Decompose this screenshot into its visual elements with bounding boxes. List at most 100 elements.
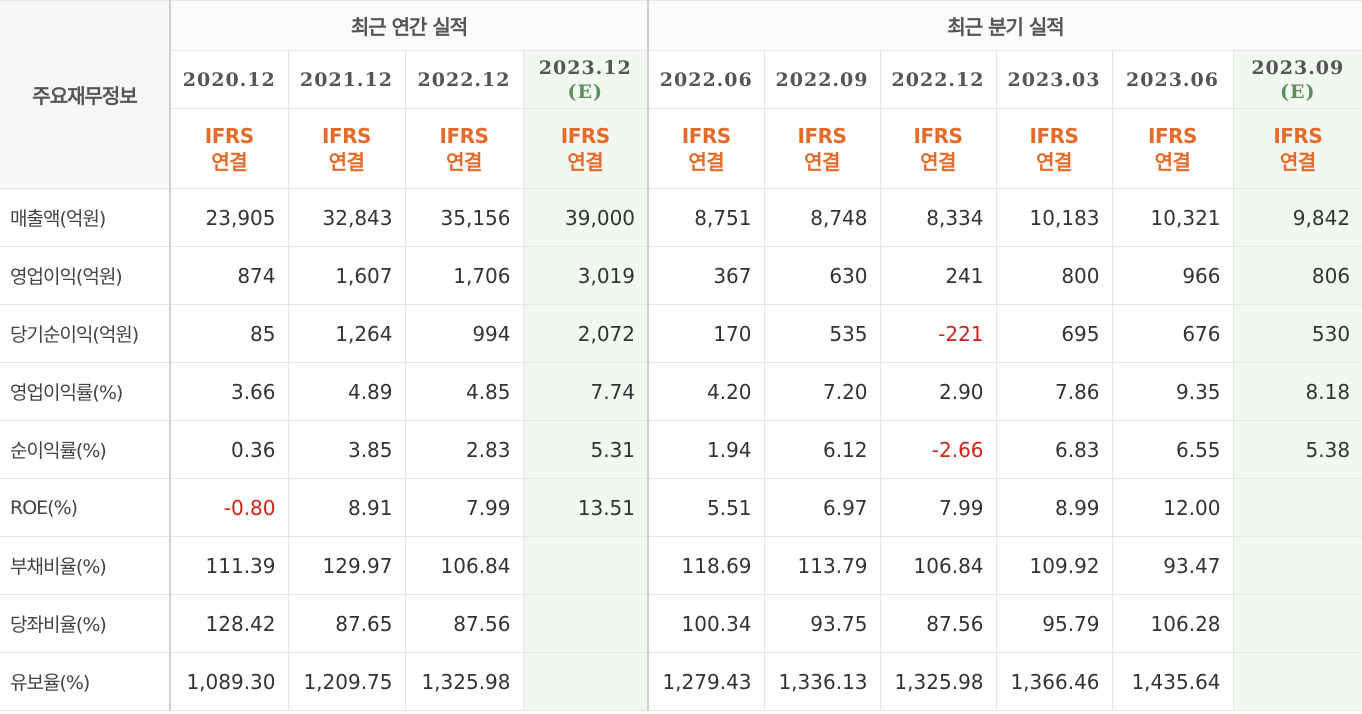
period-label: 2023.03 <box>1007 68 1101 91</box>
table-row: 부채비율(%) 111.39 129.97 106.84 118.69 113.79 106… <box>0 536 1362 595</box>
basis-standard: IFRS <box>204 123 254 148</box>
table-cell: 1,706 <box>404 246 524 305</box>
basis-header: IFRS 연결 <box>763 108 881 189</box>
table-cell: 111.39 <box>169 536 289 595</box>
table-cell: 8.18 <box>1232 362 1362 421</box>
table-row: 영업이익률(%) 3.66 4.89 4.85 7.74 4.20 7.20 2.90 7.86… <box>0 362 1362 421</box>
table-cell: 367 <box>647 246 765 305</box>
table-cell: 1,264 <box>287 304 406 363</box>
table-cell: 1,336.13 <box>763 652 881 711</box>
table-row: 유보율(%) 1,089.30 1,209.75 1,325.98 1,279.43 1,… <box>0 652 1362 711</box>
basis-header: IFRS 연결 <box>1111 108 1234 189</box>
table-cell: 1,279.43 <box>647 652 765 711</box>
period-header: 2022.06 <box>647 50 765 109</box>
period-header: 2020.12 <box>170 50 289 109</box>
period-header: 2023.03 <box>995 50 1113 109</box>
table-cell: 129.97 <box>287 536 406 595</box>
period-header: 2023.12 (E) <box>522 50 649 109</box>
table-cell: 994 <box>404 304 524 363</box>
table-cell: 100.34 <box>647 594 765 653</box>
table-cell: 118.69 <box>647 536 765 595</box>
table-cell: 4.20 <box>647 362 765 421</box>
table-cell: 1,366.46 <box>995 652 1113 711</box>
table-cell: 6.97 <box>763 478 881 537</box>
table-row: 영업이익(억원) 874 1,607 1,706 3,019 367 630 241 800 96… <box>0 246 1362 305</box>
period-header: 2022.09 <box>763 50 881 109</box>
table-row: 매출액(억원) 23,905 32,843 35,156 39,000 8,751 8,74… <box>0 188 1362 247</box>
period-label: 2021.12 <box>300 68 393 91</box>
table-cell: 676 <box>1111 304 1234 363</box>
table-cell: 4.89 <box>287 362 406 421</box>
basis-standard: IFRS <box>1273 123 1323 148</box>
table-cell: 5.31 <box>522 420 649 479</box>
table-cell: 966 <box>1111 246 1234 305</box>
table-cell: 1,607 <box>287 246 406 305</box>
table-cell: 3,019 <box>522 246 649 305</box>
basis-scope: 연결 <box>804 149 840 174</box>
row-label: 영업이익률(%) <box>0 362 171 421</box>
estimate-mark: (E) <box>1280 80 1316 103</box>
table-cell <box>1232 536 1362 595</box>
period-header: 2023.09 (E) <box>1232 50 1362 109</box>
table-cell: 806 <box>1232 246 1362 305</box>
table-cell: 7.74 <box>522 362 649 421</box>
table-cell: 1,435.64 <box>1111 652 1234 711</box>
table-cell: 535 <box>763 304 881 363</box>
row-label: 부채비율(%) <box>0 536 171 595</box>
table-row: 당좌비율(%) 128.42 87.65 87.56 100.34 93.75 87.56 9… <box>0 594 1362 653</box>
row-label: 매출액(억원) <box>0 188 171 247</box>
basis-header: IFRS 연결 <box>879 108 997 189</box>
table-cell: 1,325.98 <box>404 652 524 711</box>
table-cell: 5.38 <box>1232 420 1362 479</box>
basis-standard: IFRS <box>322 123 371 148</box>
table-row: ROE(%) -0.80 8.91 7.99 13.51 5.51 6.97 7.99 8.99… <box>0 478 1362 537</box>
basis-standard: IFRS <box>913 123 963 148</box>
table-cell <box>522 652 649 711</box>
period-header: 2023.06 <box>1111 50 1234 109</box>
row-label: 영업이익(억원) <box>0 246 171 305</box>
period-header: 2022.12 <box>879 50 997 109</box>
period-label: 2023.09 <box>1251 56 1345 79</box>
basis-standard: IFRS <box>560 123 610 148</box>
table-cell: 9.35 <box>1111 362 1234 421</box>
table-row: 순이익률(%) 0.36 3.85 2.83 5.31 1.94 6.12 -2.66 6.83… <box>0 420 1362 479</box>
row-label: ROE(%) <box>0 478 171 537</box>
period-label: 2023.06 <box>1126 68 1219 91</box>
basis-standard: IFRS <box>1148 123 1197 148</box>
basis-scope: 연결 <box>211 149 248 174</box>
table-cell: 1,209.75 <box>287 652 406 711</box>
table-cell: 0.36 <box>169 420 289 479</box>
table-cell: 8,751 <box>647 188 765 247</box>
table-cell: 10,321 <box>1111 188 1234 247</box>
table-cell: 109.92 <box>995 536 1113 595</box>
row-label: 당좌비율(%) <box>0 594 171 653</box>
basis-standard: IFRS <box>439 123 489 148</box>
table-cell: 39,000 <box>522 188 649 247</box>
basis-header: IFRS 연결 <box>1232 108 1362 189</box>
table-cell: 170 <box>647 304 765 363</box>
basis-scope: 연결 <box>688 149 725 174</box>
basis-header: IFRS 연결 <box>647 108 765 189</box>
row-label: 유보율(%) <box>0 652 171 711</box>
table-cell: 12.00 <box>1111 478 1234 537</box>
table-cell: 32,843 <box>287 188 406 247</box>
table-cell: 7.86 <box>995 362 1113 421</box>
corner-header: 주요재무정보 <box>0 0 171 189</box>
table-cell: 23,905 <box>169 188 289 247</box>
basis-scope: 연결 <box>1036 149 1072 174</box>
estimate-mark: (E) <box>567 80 603 103</box>
table-cell: 6.12 <box>763 420 881 479</box>
table-cell: 241 <box>879 246 997 305</box>
period-header: 2021.12 <box>287 50 406 109</box>
table-cell: 800 <box>995 246 1113 305</box>
table-cell: 8,334 <box>879 188 997 247</box>
period-header: 2022.12 <box>404 50 524 109</box>
table-cell: 5.51 <box>647 478 765 537</box>
period-label: 2022.06 <box>659 68 753 91</box>
table-cell <box>1232 652 1362 711</box>
table-cell: 7.20 <box>763 362 881 421</box>
table-cell: 8.91 <box>287 478 406 537</box>
basis-header: IFRS 연결 <box>522 108 649 189</box>
table-cell: 6.83 <box>995 420 1113 479</box>
basis-standard: IFRS <box>681 123 731 148</box>
